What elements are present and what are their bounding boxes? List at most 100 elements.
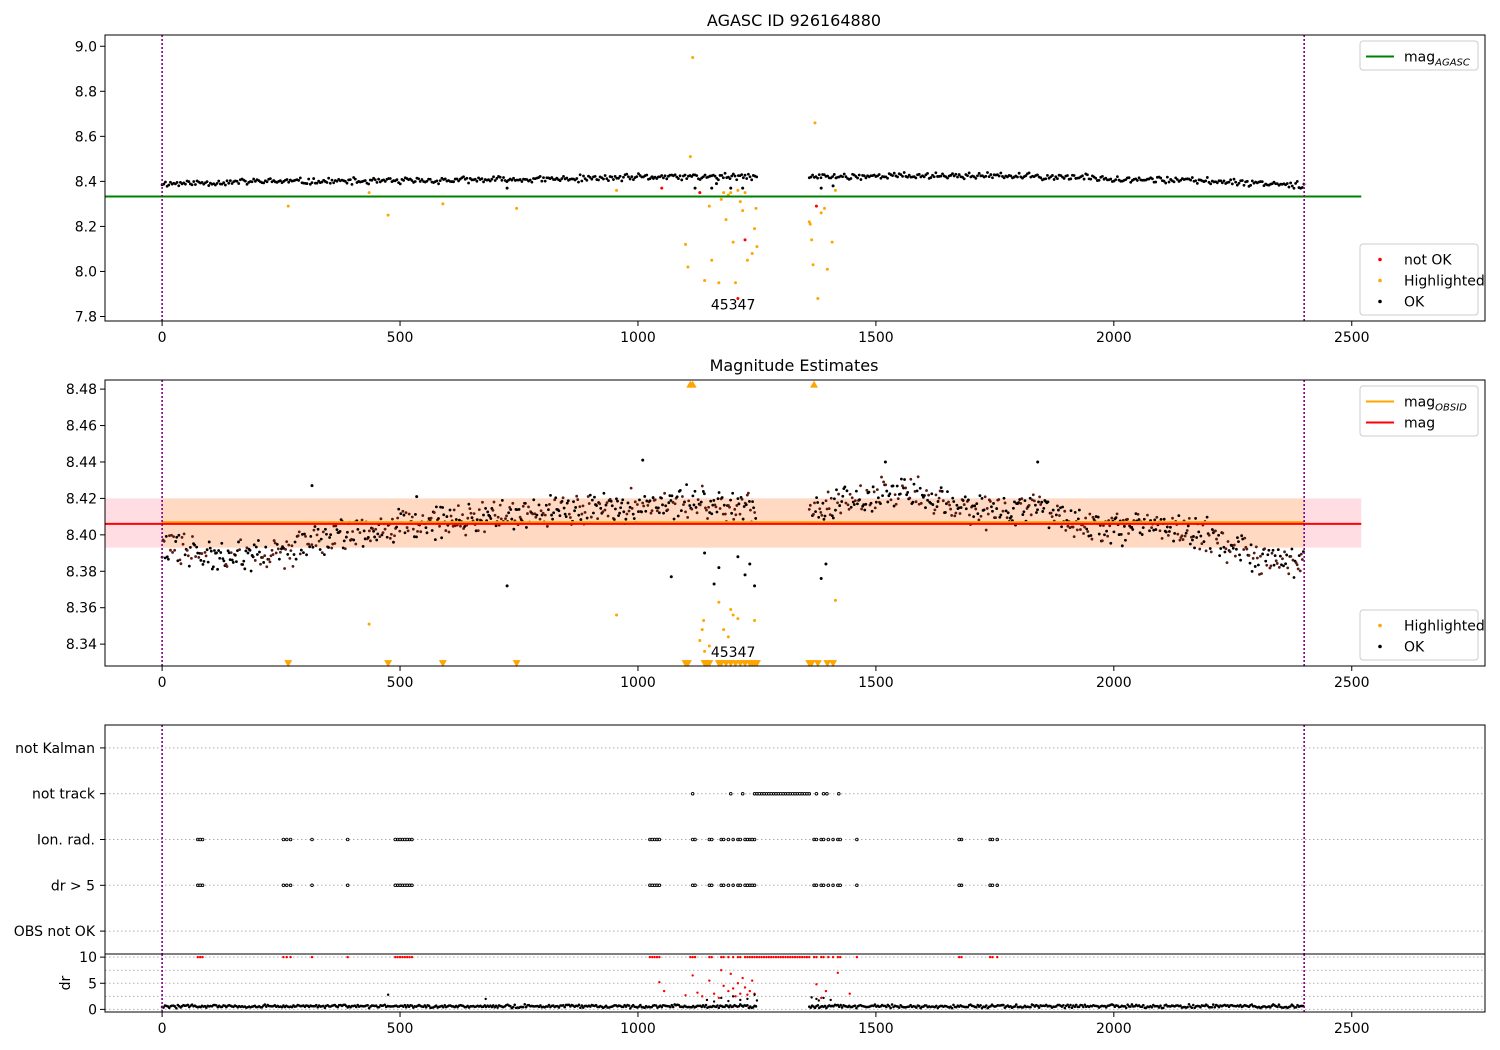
panel-agasc-point-ok: [162, 182, 166, 186]
panel-dr-point-dr: [524, 1005, 528, 1009]
panel-estimates-point-ok: [646, 503, 650, 507]
panel-estimates-point-ok: [492, 500, 496, 504]
panel-agasc-point-ok: [1094, 176, 1098, 180]
panel-agasc-legend-box: [1359, 243, 1479, 316]
panel-estimates-point-ok: [1291, 558, 1295, 562]
panel-flags-point-not-track: [837, 791, 841, 796]
panel-agasc-point-ok: [528, 178, 532, 182]
panel-dr-point-dr: [336, 1005, 339, 1009]
panel-agasc-point-ok: [350, 183, 354, 186]
panel-dr-point-dr-capped-: [396, 955, 399, 959]
panel-estimates-point-ok: [1169, 525, 1172, 529]
panel-estimates-point-ok: [1249, 543, 1253, 547]
panel-agasc-point-ok: [811, 173, 815, 177]
panel-estimates-point-ok: [829, 496, 833, 500]
panel-estimates-point-ok: [200, 552, 204, 555]
panel-estimates-point-ok: [432, 511, 436, 514]
panel-estimates-point-ok: [668, 494, 672, 498]
panel-dr-point-dr-capped-: [777, 955, 780, 959]
panel-estimates-point-ok: [437, 517, 440, 520]
panel-dr-point-dr: [577, 1003, 581, 1007]
panel-agasc-point-ok: [1162, 179, 1166, 183]
panel-agasc-point-ok: [167, 183, 171, 187]
panel-estimates-point-ok: [191, 535, 194, 538]
panel-dr-point-dr-capped-: [727, 955, 730, 959]
panel-estimates-point-ok: [610, 504, 614, 508]
panel-agasc-point-ok: [413, 180, 417, 183]
panel-flags-plot-area: [105, 725, 1485, 954]
panel-estimates-point-ok: [1237, 540, 1240, 543]
panel-estimates-point-ok: [316, 527, 320, 531]
panel-estimates-point-ok: [916, 475, 920, 479]
panel-estimates-point-ok: [1285, 553, 1289, 557]
panel-estimates-point-ok: [263, 554, 267, 558]
panel-agasc-point-highlighted: [754, 206, 758, 210]
panel-estimates-point-ok: [474, 529, 478, 533]
panel-estimates-point-ok: [470, 516, 474, 520]
panel-estimates-point-ok: [947, 500, 950, 504]
panel-dr-point-dr: [579, 1006, 582, 1010]
panel-estimates-point-ok: [1146, 513, 1149, 517]
panel-dr-point-dr: [727, 999, 730, 1003]
panel-estimates-point-ok: [715, 510, 719, 514]
panel-agasc-point-ok: [864, 176, 868, 180]
panel-dr-point-dr: [950, 1006, 954, 1010]
panel-agasc-point-ok: [617, 176, 620, 180]
panel-agasc-point-ok: [297, 178, 301, 182]
panel-estimates-point-ok: [163, 556, 167, 560]
panel-agasc-point-ok: [1082, 177, 1086, 181]
panel-estimates-point-ok: [205, 548, 209, 552]
panel-estimates-point-ok: [505, 584, 509, 588]
panel-dr-point-dr: [547, 1003, 551, 1007]
panel-estimates-point-ok: [1009, 515, 1013, 518]
panel-dr-point-dr-capped-: [960, 955, 963, 959]
panel-estimates-point-ok: [589, 515, 593, 519]
panel-estimates-point-ok: [826, 490, 830, 494]
panel-agasc-point-ok: [215, 181, 219, 185]
panel-estimates-point-ok: [255, 553, 259, 556]
panel-agasc-point-ok: [1002, 176, 1006, 180]
panel-estimates-point-ok: [1281, 557, 1284, 561]
panel-dr-point-dr-capped-: [819, 955, 823, 959]
panel-estimates-point-ok: [231, 561, 235, 564]
panel-dr-point-dr-capped-: [765, 955, 768, 959]
panel-agasc-point-not-ok: [814, 204, 818, 208]
panel-dr-point-dr-capped-: [758, 955, 761, 959]
panel-dr-point-dr: [496, 1006, 499, 1009]
panel-dr-point-dr: [561, 1003, 565, 1007]
panel-agasc-point-highlighted: [731, 240, 735, 244]
panel-agasc-point-ok: [710, 186, 714, 190]
panel-estimates-point-ok: [239, 538, 243, 542]
panel-estimates-point-ok: [415, 535, 418, 539]
panel-estimates-point-ok: [834, 508, 837, 512]
panel-estimates-point-ok: [1003, 501, 1007, 505]
panel-estimates-point-ok: [308, 545, 312, 549]
panel-agasc-point-ok: [560, 177, 564, 181]
panel-estimates-point-ok: [685, 483, 688, 487]
panel-estimates-point-ok: [627, 509, 631, 513]
panel-estimates-point-ok: [358, 531, 362, 535]
panel-estimates-point-ok: [957, 506, 961, 510]
panel-estimates-point-highlighted: [707, 644, 711, 648]
panel-estimates-point-ok: [1284, 562, 1288, 566]
panel-estimates-point-ok: [1261, 552, 1264, 556]
panel-agasc-point-ok: [729, 186, 733, 190]
panel-estimates-point-ok: [1159, 517, 1163, 521]
panel-estimates-point-ok: [289, 549, 293, 553]
panel-estimates-point-ok: [1173, 531, 1177, 535]
panel-estimates-point-ok: [620, 501, 624, 505]
panel-estimates-point-ok: [209, 549, 213, 553]
panel-estimates-point-ok: [290, 544, 294, 548]
panel-estimates-point-ok: [859, 484, 862, 488]
panel-estimates-point-ok: [1004, 509, 1008, 513]
panel-estimates-point-ok: [986, 512, 990, 516]
panel-agasc-point-ok: [723, 171, 727, 175]
panel-dr-point-dr: [1162, 1006, 1165, 1010]
panel-agasc-point-ok: [278, 179, 282, 182]
panel-estimates-point-ok: [995, 507, 999, 510]
panel-estimates-point-ok: [1280, 563, 1283, 567]
panel-estimates-point-ok: [1021, 513, 1025, 516]
panel-agasc-point-ok: [467, 181, 470, 185]
panel-agasc-point-ok: [962, 177, 966, 181]
